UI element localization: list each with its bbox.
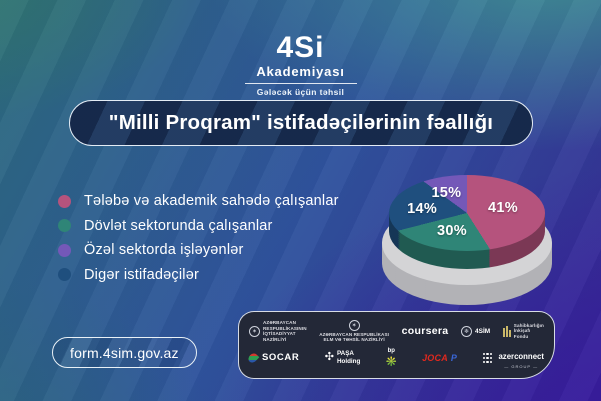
legend-item: Tələbə və akademik sahədə çalışanlar: [58, 189, 339, 214]
partner-label: Sahibkarlığın İnkişafı Fondu: [513, 322, 544, 340]
partner-label: P: [450, 352, 458, 363]
legend-label: Dövlət sektorunda çalışanlar: [84, 217, 273, 234]
partner-label: SOCAR: [262, 352, 300, 364]
form-url-link[interactable]: form.4sim.gov.az: [52, 337, 197, 368]
bp-helios-icon: ❋: [385, 353, 397, 369]
partner-label: JOCA: [422, 352, 448, 363]
title-banner: "Milli Proqram" istifadəçilərinin fəallı…: [69, 100, 533, 146]
partner-pasha-holding: ✣ PAŞA Holding: [325, 350, 361, 365]
partners-bar: ✶ AZƏRBAYCAN RESPUBLİKASININ İQTİSADİYYA…: [238, 311, 555, 379]
azerconnect-dots-icon: [482, 352, 493, 363]
partners-row-bottom: SOCAR ✣ PAŞA Holding bp ❋ JOCA P azerconn…: [246, 346, 544, 370]
legend-item: Özəl sektorda işləyənlər: [58, 238, 339, 263]
socar-flame-icon: [246, 351, 260, 365]
pie-label: 41%: [487, 199, 518, 216]
legend-dot: [58, 243, 71, 257]
page-title: "Milli Proqram" istifadəçilərinin fəallı…: [108, 111, 494, 134]
partner-socar: SOCAR: [246, 351, 300, 365]
partner-azerconnect: azerconnect GROUP: [482, 346, 544, 370]
partner-jocap: JOCA P: [422, 353, 457, 363]
pie-label: 14%: [407, 200, 438, 217]
partner-economy-ministry: ✶ AZƏRBAYCAN RESPUBLİKASININ İQTİSADİYYA…: [249, 320, 307, 343]
legend-dot: [58, 194, 71, 208]
partner-bp: bp ❋: [386, 348, 397, 368]
partner-coursera: coursera: [402, 325, 449, 337]
economy-ministry-emblem-icon: ✶: [249, 325, 260, 337]
partner-4sim: ❄ 4SİM: [461, 325, 491, 337]
pie-label: 15%: [431, 185, 462, 202]
partner-label: AZƏRBAYCAN RESPUBLİKASI ELM VƏ TƏHSİL NA…: [319, 331, 390, 343]
pie-slice-layer: [389, 175, 545, 251]
partner-label: bp: [387, 347, 395, 354]
partner-label: PAŞA Holding: [336, 350, 361, 365]
brand-logo: 4Si Akademiyası Gələcək üçün təhsil: [0, 33, 601, 97]
brand-name: 4Si: [276, 31, 325, 64]
chart-legend: Tələbə və akademik sahədə çalışanlar Döv…: [58, 189, 339, 287]
form-url-text: form.4sim.gov.az: [70, 344, 179, 361]
partners-row-top: ✶ AZƏRBAYCAN RESPUBLİKASININ İQTİSADİYYA…: [249, 319, 544, 343]
legend-label: Özəl sektorda işləyənlər: [84, 242, 244, 259]
brand-academy: Akademiyası: [256, 64, 345, 79]
partner-entrepreneurship-fund: Sahibkarlığın İnkişafı Fondu: [502, 322, 544, 340]
legend-label: Digər istifadəçilər: [84, 266, 200, 283]
pasha-holding-icon: ✣: [324, 351, 334, 364]
legend-item: Dövlət sektorunda çalışanlar: [58, 214, 339, 239]
partner-science-education-ministry: ✶ AZƏRBAYCAN RESPUBLİKASI ELM VƏ TƏHSİL …: [319, 319, 390, 343]
4sim-emblem-icon: ❄: [461, 325, 473, 337]
pie-label: 30%: [437, 223, 467, 240]
brand-divider: [244, 83, 357, 84]
partner-label: 4SİM: [475, 327, 491, 335]
legend-dot: [58, 219, 71, 233]
partner-label: AZƏRBAYCAN RESPUBLİKASININ İQTİSADİYYAT …: [263, 319, 307, 342]
partner-label: azerconnect: [498, 352, 544, 362]
azerconnect-label-group: azerconnect GROUP: [498, 346, 544, 370]
coursera-logo: coursera: [401, 325, 449, 338]
legend-item: Digər istifadəçilər: [58, 263, 339, 288]
legend-dot: [58, 268, 71, 282]
science-ministry-emblem-icon: ✶: [348, 319, 360, 331]
legend-label: Tələbə və akademik sahədə çalışanlar: [84, 193, 339, 210]
brand-tagline: Gələcək üçün təhsil: [256, 87, 345, 97]
partner-sublabel: GROUP: [498, 364, 544, 369]
pie-chart: 41% 30% 14% 15%: [382, 175, 552, 307]
fund-bars-icon: [502, 325, 511, 337]
